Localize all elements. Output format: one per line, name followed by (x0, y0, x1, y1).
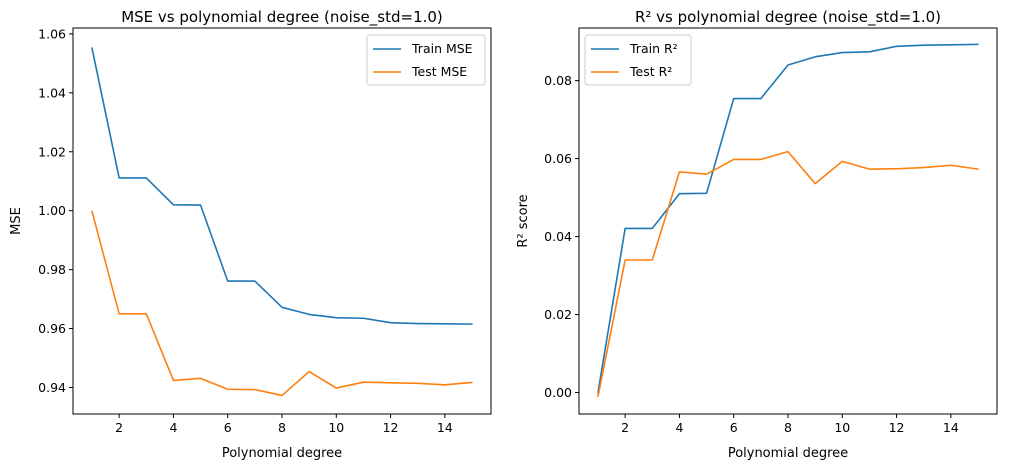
r2-x-tick-label: 4 (675, 420, 683, 435)
mse-chart-title: MSE vs polynomial degree (noise_std=1.0) (121, 8, 443, 27)
r2-x-tick-label: 14 (943, 420, 959, 435)
legend-label-train-r2: Train R² (629, 41, 678, 56)
mse-y-axis-label: MSE (9, 207, 24, 235)
mse-x-tick-label: 6 (224, 420, 232, 435)
mse-x-tick-label: 2 (115, 420, 123, 435)
mse-y-ticks: 0.94 0.96 0.98 1.00 1.02 1.04 1.06 (38, 26, 73, 395)
r2-panel: R² vs polynomial degree (noise_std=1.0) … (516, 8, 998, 461)
mse-y-tick-label: 1.04 (38, 85, 66, 100)
mse-x-tick-label: 4 (169, 420, 177, 435)
r2-y-ticks: 0.00 0.02 0.04 0.06 0.08 (544, 73, 579, 400)
r2-x-ticks: 2 4 6 8 10 12 14 (621, 414, 959, 435)
r2-y-axis-label: R² score (516, 194, 531, 247)
mse-panel: MSE vs polynomial degree (noise_std=1.0)… (9, 8, 492, 461)
r2-y-tick-label: 0.06 (544, 151, 572, 166)
r2-series-line-train (597, 43, 979, 394)
legend-label-train-mse: Train MSE (411, 41, 473, 56)
mse-x-ticks: 2 4 6 8 10 12 14 (115, 414, 453, 435)
legend-label-test-r2: Test R² (629, 64, 672, 79)
r2-y-tick-label: 0.08 (544, 73, 572, 88)
mse-y-tick-label: 1.00 (38, 203, 66, 218)
r2-plot-area (578, 27, 998, 415)
mse-series-lines (91, 47, 473, 397)
r2-chart-title: R² vs polynomial degree (noise_std=1.0) (635, 8, 941, 27)
r2-legend: Train R² Test R² (584, 34, 692, 86)
legend-label-test-mse: Test MSE (411, 64, 467, 79)
mse-series-line-train (91, 47, 473, 325)
r2-x-axis-label: Polynomial degree (728, 446, 848, 461)
mse-y-tick-label: 1.06 (38, 26, 66, 41)
mse-legend: Train MSE Test MSE (366, 34, 486, 86)
mse-x-tick-label: 10 (328, 420, 344, 435)
r2-x-tick-label: 8 (784, 420, 792, 435)
mse-y-tick-label: 0.98 (38, 262, 66, 277)
r2-series-line-test (597, 150, 979, 398)
r2-x-tick-label: 10 (834, 420, 850, 435)
r2-x-tick-label: 2 (621, 420, 629, 435)
mse-y-tick-label: 0.94 (38, 380, 66, 395)
r2-y-tick-label: 0.02 (544, 307, 572, 322)
mse-x-tick-label: 8 (278, 420, 286, 435)
mse-y-tick-label: 1.02 (38, 144, 66, 159)
r2-x-tick-label: 12 (889, 420, 905, 435)
mse-y-tick-label: 0.96 (38, 321, 66, 336)
mse-x-tick-label: 14 (437, 420, 453, 435)
mse-x-tick-label: 12 (383, 420, 399, 435)
r2-y-tick-label: 0.00 (544, 385, 572, 400)
mse-x-axis-label: Polynomial degree (222, 446, 342, 461)
mse-series-line-test (91, 210, 473, 397)
r2-y-tick-label: 0.04 (544, 229, 572, 244)
mse-plot-area (72, 27, 492, 415)
r2-x-tick-label: 6 (730, 420, 738, 435)
r2-series-lines (597, 43, 979, 398)
